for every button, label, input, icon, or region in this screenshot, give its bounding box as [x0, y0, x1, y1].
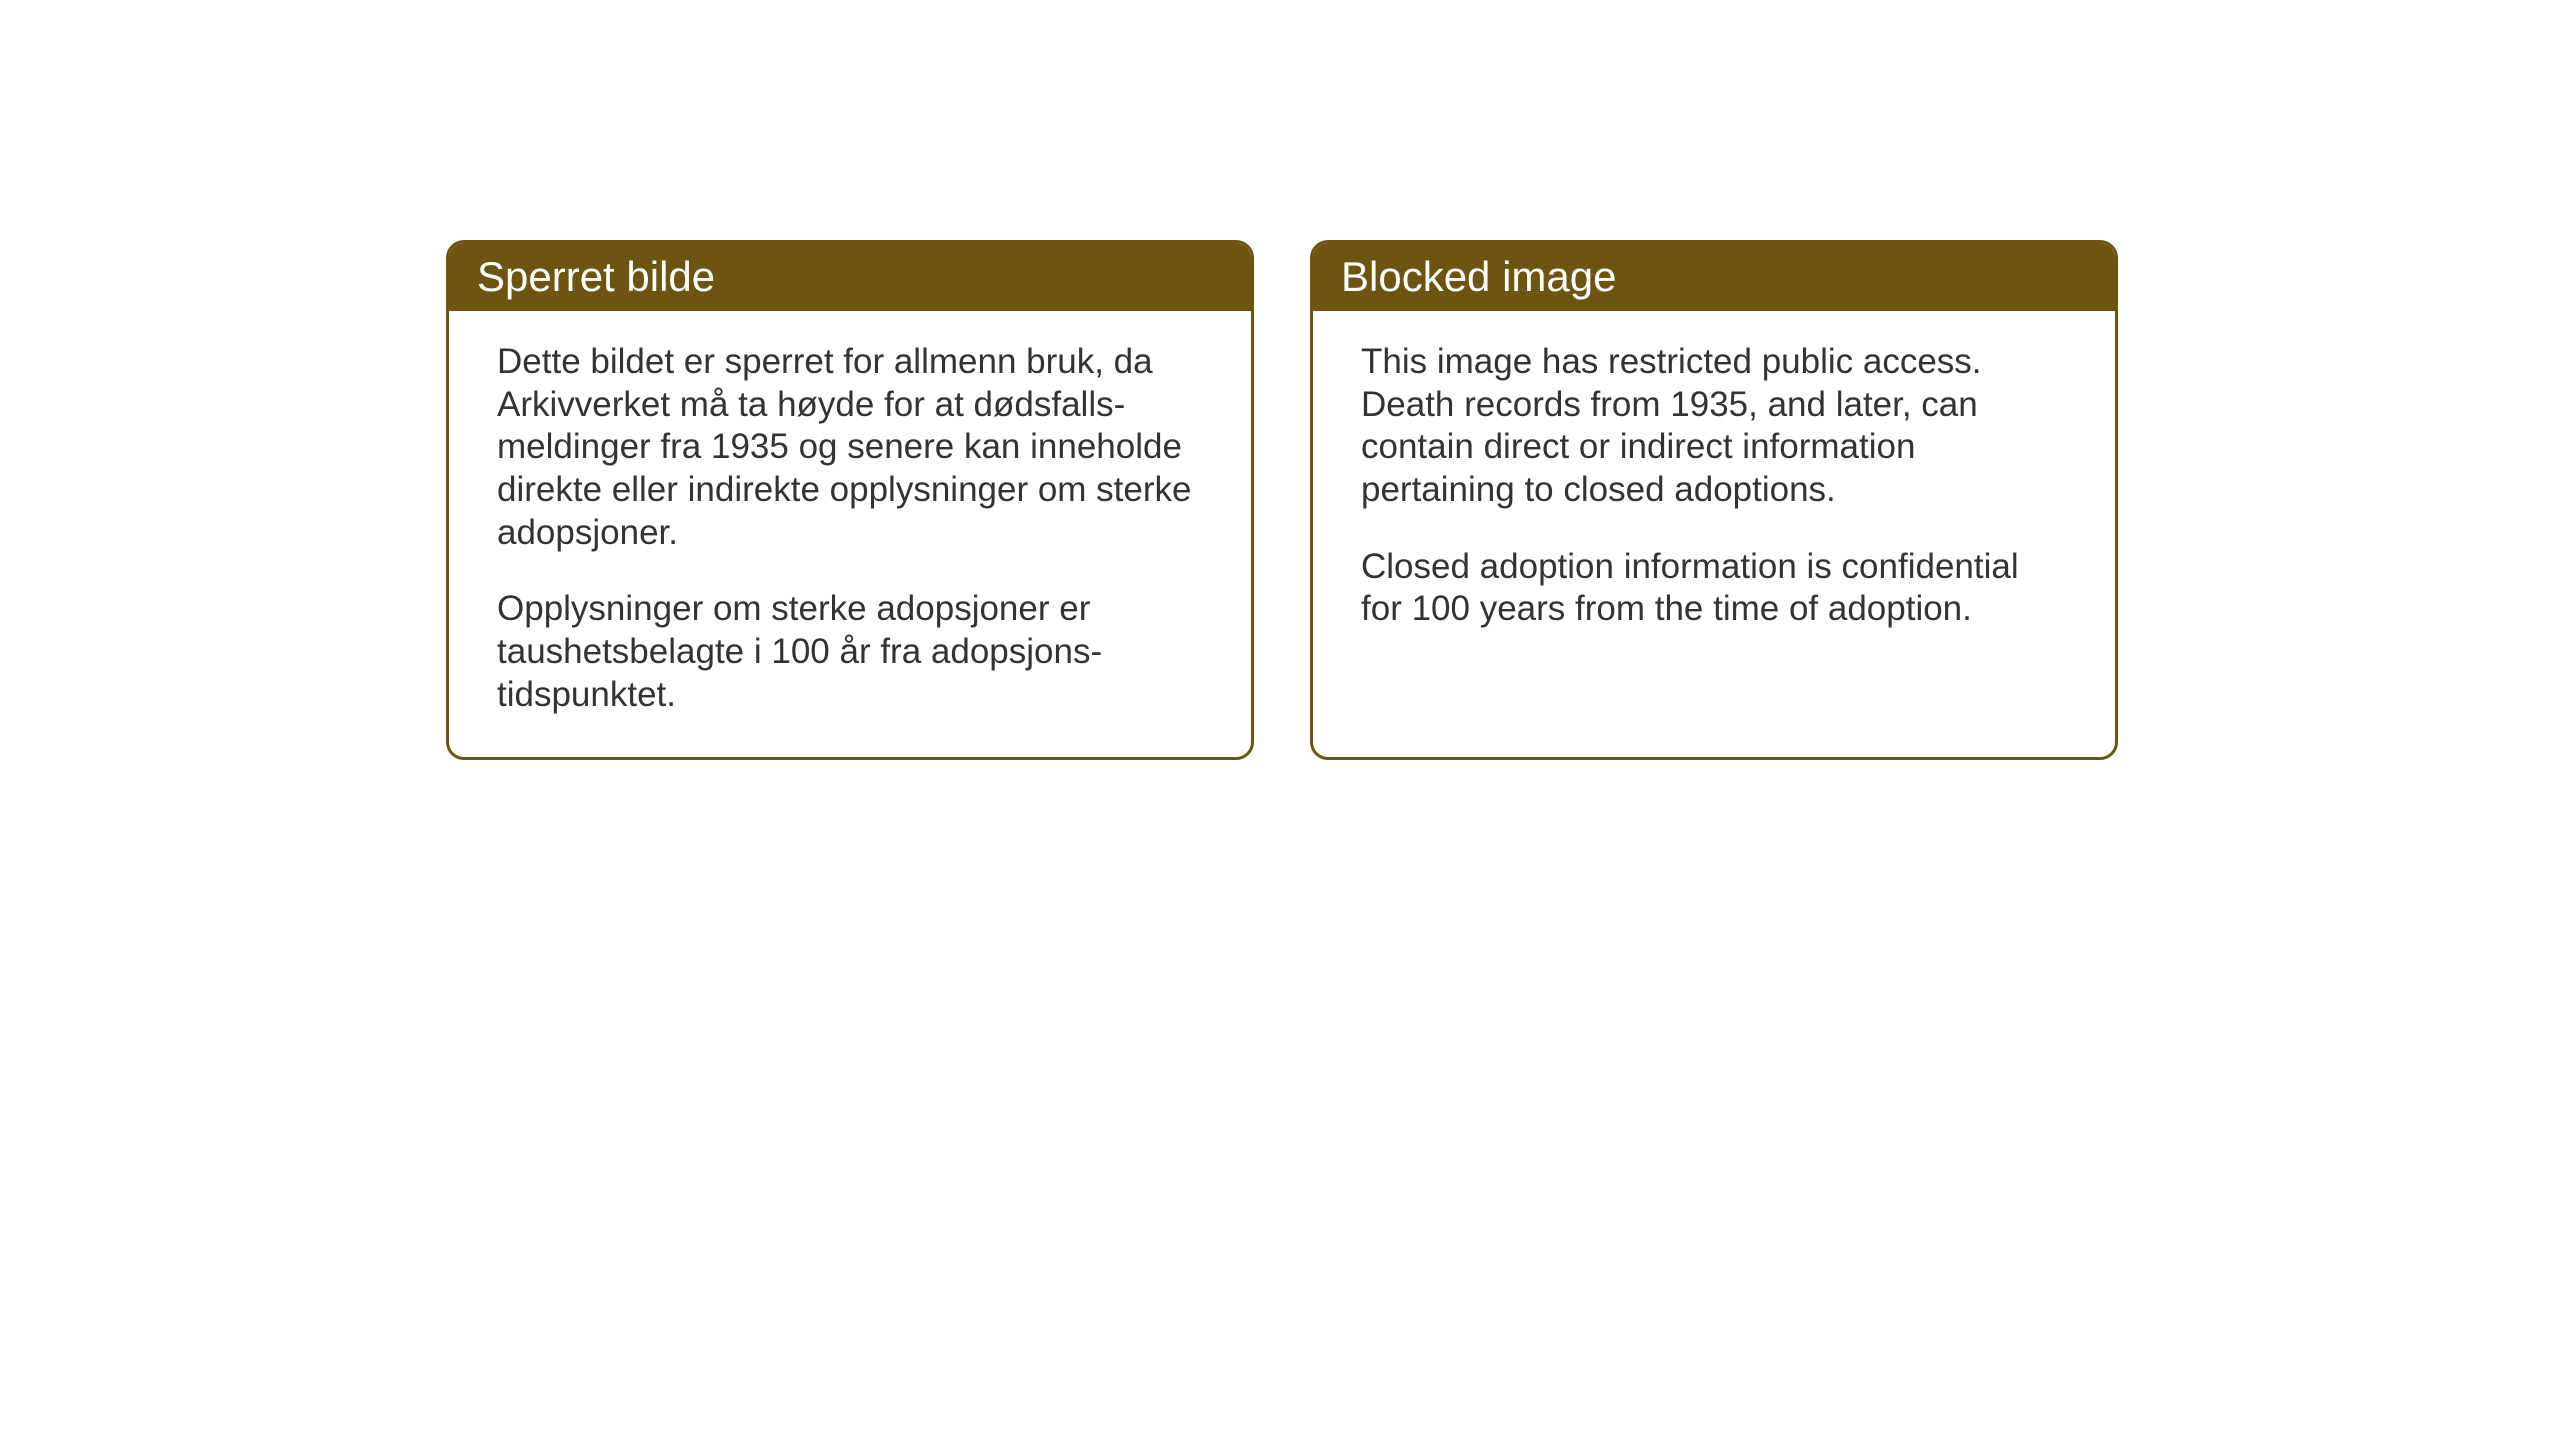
- card-header-english: Blocked image: [1313, 243, 2115, 311]
- card-paragraph-english-1: This image has restricted public access.…: [1361, 341, 2067, 512]
- card-paragraph-english-2: Closed adoption information is confident…: [1361, 546, 2067, 631]
- card-header-norwegian: Sperret bilde: [449, 243, 1251, 311]
- card-paragraph-norwegian-2: Opplysninger om sterke adopsjoner er tau…: [497, 588, 1203, 716]
- card-title-english: Blocked image: [1341, 253, 1616, 300]
- card-norwegian: Sperret bilde Dette bildet er sperret fo…: [446, 240, 1254, 760]
- card-body-norwegian: Dette bildet er sperret for allmenn bruk…: [449, 311, 1251, 757]
- card-body-english: This image has restricted public access.…: [1313, 311, 2115, 671]
- cards-container: Sperret bilde Dette bildet er sperret fo…: [446, 240, 2118, 760]
- card-paragraph-norwegian-1: Dette bildet er sperret for allmenn bruk…: [497, 341, 1203, 554]
- card-english: Blocked image This image has restricted …: [1310, 240, 2118, 760]
- card-title-norwegian: Sperret bilde: [477, 253, 715, 300]
